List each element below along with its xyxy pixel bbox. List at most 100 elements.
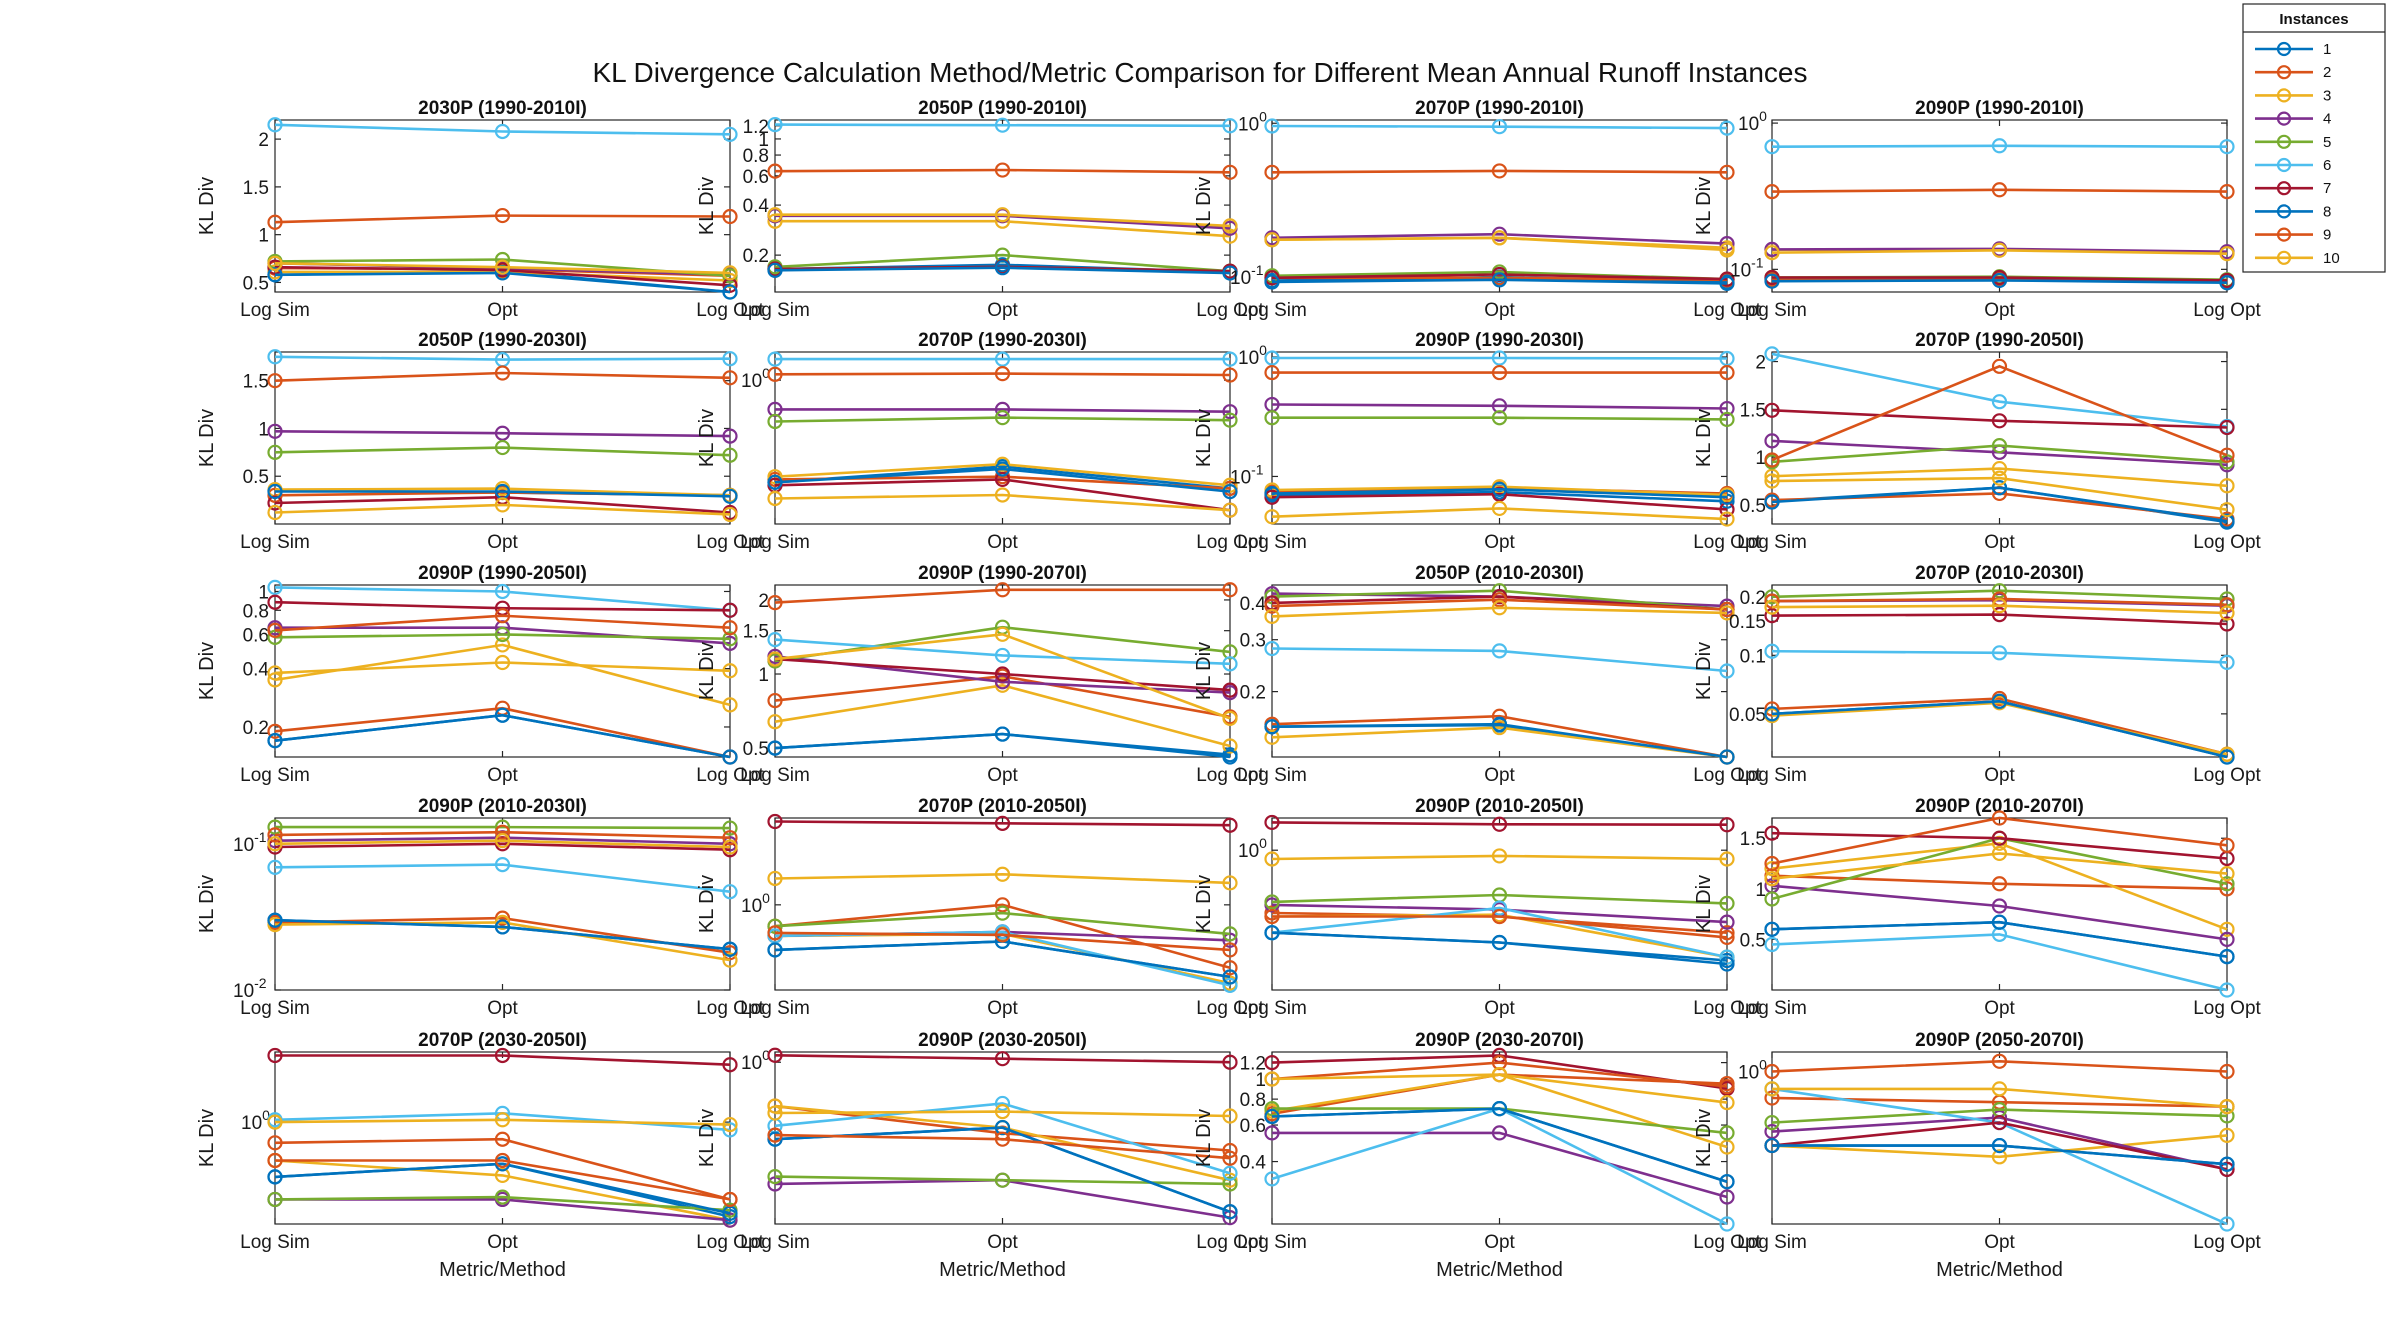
series-line [1271,1107,1728,1183]
data-point [767,490,783,507]
series-9 [1264,364,1735,381]
data-point [267,819,283,835]
data-point [722,663,738,679]
y-tick-label: 100 [741,365,770,392]
subplot-4: 2090P (1990-2010I) 10-1 100 Log Sim Opt Log O… [1693,98,2262,321]
y-tick-label: 10-2 [233,975,267,1002]
data-point [722,428,738,444]
data-point [722,351,738,367]
x-tick-label: Log Opt [696,532,764,553]
data-point [722,126,738,142]
data-point [722,265,738,281]
legend-marker [2276,227,2292,242]
data-point [494,857,511,873]
series-line [1271,1061,1728,1088]
series-9 [267,1152,738,1208]
data-point [1222,1165,1238,1181]
series-line [274,371,731,382]
data-point [1264,1108,1280,1125]
series-8 [1764,1137,2235,1172]
series-3 [767,213,1238,244]
y-axis-label: KL Div [696,642,718,700]
y-tick-label: 1 [258,419,269,440]
series-10 [267,654,738,681]
data-point [994,1051,1011,1067]
x-tick-label: Opt [487,532,518,553]
data-point [767,413,783,430]
data-point [267,255,283,271]
data-point [1764,871,1780,887]
x-tick-label: Log Opt [1196,1232,1264,1253]
series-10 [767,1103,1238,1124]
subplot-8: 2070P (1990-2050I) 0.5 1 1.5 2 Log Sim Opt Log … [1693,330,2262,553]
series-9 [267,608,738,638]
series-6 [1264,1101,1735,1232]
data-point [722,1212,738,1228]
data-point [722,839,738,855]
data-point [267,495,283,511]
series-line [1771,1134,2228,1159]
x-tick-label: Opt [1484,532,1515,553]
series-line [1771,604,2228,615]
subplot-17: 2070P (2030-2050I) 100 Log Sim Opt Log Opt KL… [196,1030,765,1281]
series-line [1271,854,1728,861]
legend-marker [2276,157,2292,173]
data-point [494,497,511,513]
series-9 [1264,908,1735,946]
data-point [767,1127,783,1143]
series-line [1271,492,1728,511]
series-line [774,820,1231,827]
series-6 [1764,643,2235,670]
series-3 [1764,460,2235,494]
legend-marker [2276,134,2292,149]
subplot-title: 2070P (1990-2010I) [1415,98,1584,119]
data-point [1222,738,1238,754]
data-point [1222,817,1238,833]
data-point [1491,1067,1508,1083]
data-point [1491,900,1508,916]
data-point [1264,598,1280,614]
x-tick-label: Log Sim [1237,1232,1307,1253]
legend-box [2242,3,2386,273]
series-9 [767,162,1238,180]
x-tick-label: Log Sim [1237,998,1307,1019]
data-point [1991,845,2008,862]
data-point [994,927,1011,943]
series-10 [1264,1067,1735,1111]
series-9 [767,366,1238,383]
series-10 [1264,848,1735,867]
x-tick-label: Opt [1984,300,2015,321]
series-8 [1264,925,1735,972]
data-point [1719,925,1735,941]
data-point [994,351,1011,367]
x-tick-label: Log Opt [2193,532,2261,553]
series-line [274,921,731,962]
x-tick-label: Log Sim [740,300,810,321]
data-point [994,410,1011,426]
data-point [494,707,511,723]
series-3 [267,637,738,713]
y-tick-label: 1 [1255,1070,1266,1091]
data-point [1264,164,1280,180]
x-tick-label: Opt [987,532,1018,553]
series-line [1771,831,2228,860]
legend-entry-1: 1 [2255,41,2331,58]
data-point [494,833,511,849]
series-3 [267,914,738,968]
series-line [1771,649,2228,664]
series-8 [767,260,1238,281]
x-tick-label: Log Opt [1693,765,1761,786]
data-point [494,1189,511,1205]
legend-label: 8 [2323,203,2331,220]
data-point [1991,835,2008,851]
series-line [1771,699,2228,759]
x-tick-label: Log Sim [240,300,310,321]
data-point [1264,851,1280,867]
data-point [767,813,783,830]
data-point [994,866,1011,882]
x-tick-label: Log Sim [1237,300,1307,321]
data-point [1991,182,2008,198]
legend-entry-10: 10 [2255,250,2340,267]
data-point [267,214,283,230]
series-5 [1764,583,2235,607]
